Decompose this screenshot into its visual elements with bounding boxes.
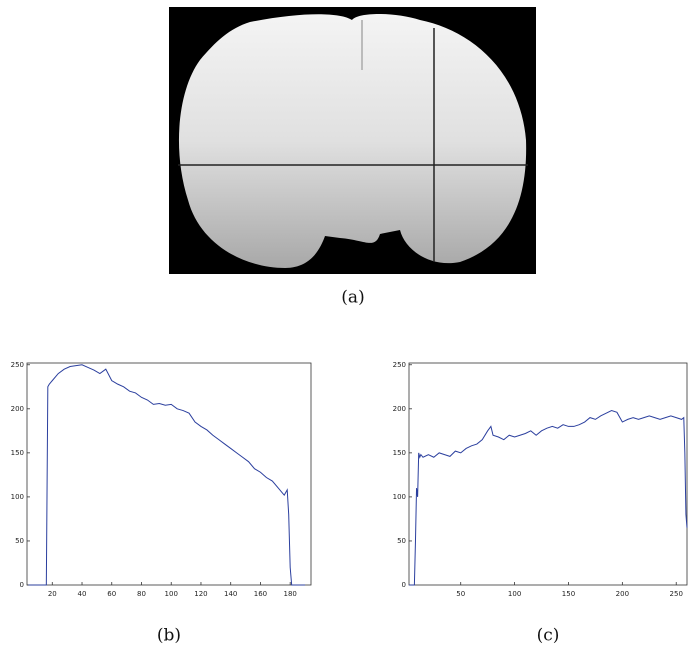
y-tick-label: 150 [11,449,24,457]
x-tick-label: 50 [456,590,465,598]
y-tick-label: 0 [20,581,24,589]
x-tick-label: 20 [48,590,57,598]
data-line [409,410,688,586]
x-tick-label: 200 [616,590,629,598]
x-tick-label: 100 [508,590,521,598]
x-tick-label: 250 [670,590,683,598]
y-tick-label: 50 [15,537,24,545]
plot-frame [408,362,688,586]
y-tick-label: 50 [397,537,406,545]
x-tick-label: 120 [194,590,207,598]
y-tick-label: 250 [393,361,406,369]
caption: (b) [157,626,181,646]
x-tick-label: 40 [78,590,87,598]
x-tick-label: 150 [562,590,575,598]
mri-image [169,7,536,274]
data-line [28,364,306,586]
y-tick-label: 100 [11,493,24,501]
caption: (a) [341,288,364,308]
x-tick-label: 140 [224,590,237,598]
x-tick-label: 160 [254,590,267,598]
y-tick-label: 200 [11,405,24,413]
y-tick-label: 250 [11,361,24,369]
x-tick-label: 180 [283,590,296,598]
x-tick-label: 60 [107,590,116,598]
y-tick-label: 200 [393,405,406,413]
y-tick-label: 100 [393,493,406,501]
y-tick-label: 0 [402,581,406,589]
y-tick-label: 150 [393,449,406,457]
x-tick-label: 80 [137,590,146,598]
caption: (c) [537,626,560,646]
plot-frame [26,362,312,586]
x-tick-label: 100 [165,590,178,598]
